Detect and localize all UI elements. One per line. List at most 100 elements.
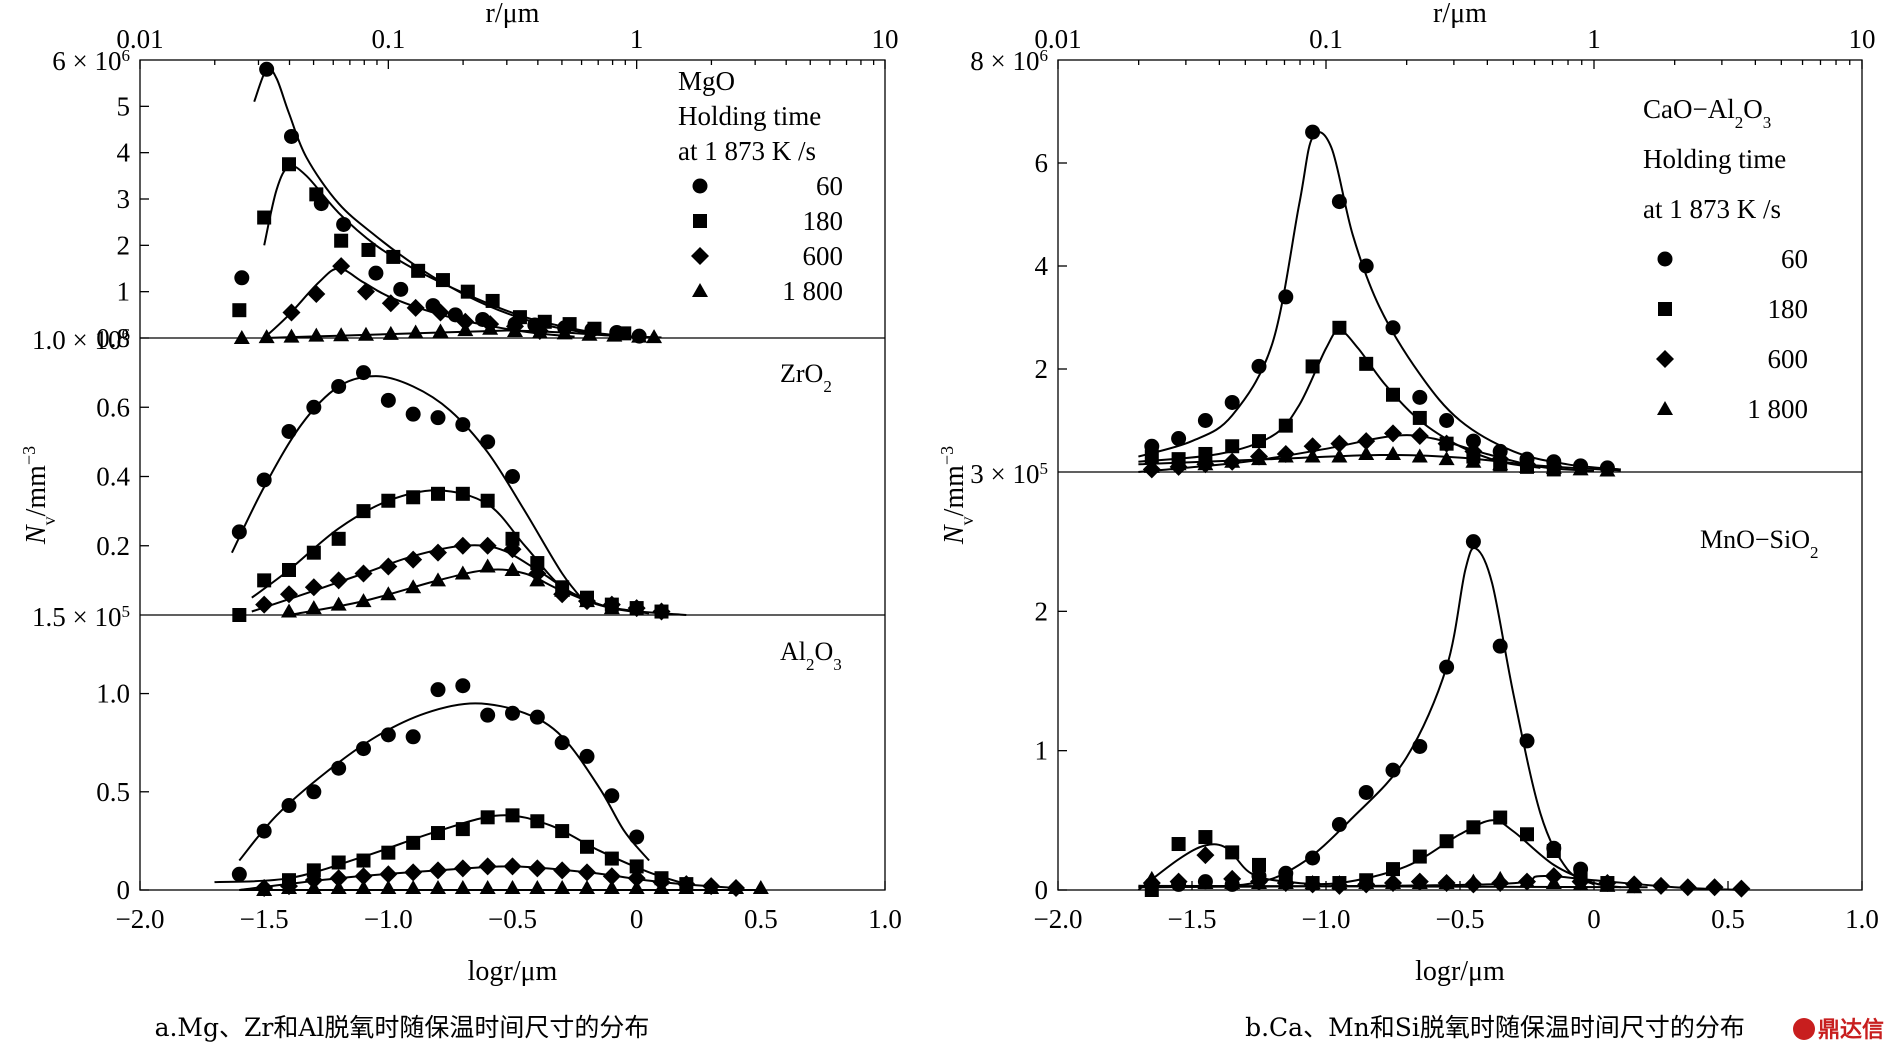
x-tick-label: −1.0 (364, 904, 413, 934)
data-point-circle (1358, 258, 1374, 274)
data-point-square (480, 493, 495, 508)
data-point-square (435, 273, 450, 288)
data-point-circle (259, 61, 275, 77)
data-point-diamond (280, 585, 298, 604)
data-point-triangle (1331, 875, 1348, 890)
data-point-triangle (1304, 875, 1321, 890)
legend-marker-diamond (1656, 350, 1674, 368)
data-point-triangle (1251, 451, 1267, 466)
data-point-diamond (1196, 846, 1215, 865)
x-tick-label: −1.5 (1168, 904, 1217, 934)
data-point-diamond (329, 869, 348, 888)
y-tick-label: 0 (117, 875, 131, 905)
data-point-square (1386, 862, 1400, 877)
data-point-square (480, 810, 495, 825)
data-point-triangle (554, 582, 571, 597)
data-point-diamond (1357, 432, 1376, 451)
data-point-square (1198, 830, 1213, 845)
x-top-axis-title-part: r (1433, 0, 1443, 29)
legend-label: 60 (1781, 244, 1808, 274)
x-axis-title-part: /μm (1460, 956, 1505, 987)
data-point-triangle (405, 880, 422, 895)
data-point-square (1412, 849, 1427, 864)
x-tick-label: 1.0 (868, 904, 902, 934)
y-tick-label: 2 (117, 230, 131, 260)
series-circle (231, 678, 650, 882)
data-point-circle (1439, 659, 1455, 675)
y-axis-title-part: −3 (19, 446, 39, 465)
series-square (232, 157, 637, 341)
y-baseline-label: 3 × 105 (970, 459, 1048, 490)
y-tick-label: 2 (1035, 354, 1049, 384)
data-point-circle (368, 265, 384, 281)
data-point-diamond (1330, 434, 1349, 453)
panel-label: MnO−SiO2 (1700, 525, 1819, 562)
data-point-diamond (379, 557, 398, 576)
data-point-triangle (1438, 875, 1455, 890)
y-tick-label: 0.5 (96, 777, 130, 807)
data-point-square (562, 317, 577, 332)
y-axis-title: Nv/mm−3 (937, 446, 977, 545)
data-point-diamond (1678, 878, 1697, 897)
data-point-triangle (1197, 875, 1214, 890)
data-point-square (505, 531, 520, 546)
data-point-triangle (1519, 458, 1535, 473)
y-tick-label: 0 (1035, 875, 1049, 905)
data-point-triangle (1197, 456, 1214, 471)
data-point-triangle (1492, 456, 1509, 471)
data-point-square (530, 556, 545, 571)
data-point-diamond (578, 863, 596, 882)
data-point-square (455, 486, 470, 501)
panel-label-part: MnO−SiO (1700, 525, 1810, 554)
data-point-triangle (1411, 875, 1428, 890)
data-point-triangle (556, 325, 573, 340)
data-point-square (1278, 418, 1293, 433)
x-top-tick-label: 0.1 (371, 24, 405, 54)
x-tick-label: −2.0 (1034, 904, 1083, 934)
data-point-diamond (406, 298, 425, 317)
chart-a: −2.0 −1.5 −1.0 −0.5 0 0.5 1.00.01 0.1 1 10logr/μm… (19, 0, 902, 987)
x-top-axis-title-part: r (486, 0, 496, 29)
data-point-triangle (603, 600, 620, 615)
data-point-triangle (258, 329, 275, 344)
data-point-triangle (305, 880, 322, 895)
x-tick-label: −1.0 (1302, 904, 1351, 934)
legend-marker-triangle (692, 283, 708, 297)
data-point-circle (1412, 389, 1428, 405)
watermark-icon (1793, 1018, 1815, 1040)
series-circle (231, 365, 588, 606)
data-point-triangle (579, 880, 595, 895)
x-top-tick-label: 10 (1849, 24, 1876, 54)
data-point-diamond (456, 312, 475, 331)
data-point-circle (1412, 738, 1428, 754)
data-point-triangle (1438, 451, 1455, 466)
data-point-square (1171, 837, 1186, 852)
data-point-triangle (430, 572, 446, 587)
series-triangle (233, 320, 663, 344)
data-point-square (1359, 356, 1374, 371)
y-tick-label: 0.2 (96, 531, 130, 561)
data-point-circle (1305, 850, 1321, 866)
data-point-triangle (357, 326, 374, 341)
x-tick-label: −0.5 (488, 904, 537, 934)
panel-ZrO: 0.2 0.4 0.6 0.8 1.5 × 105 ZrO2 (32, 323, 885, 632)
data-point-diamond (356, 282, 375, 301)
data-point-square (361, 242, 376, 257)
panel-label-part: 2 (1735, 113, 1744, 132)
data-point-triangle (678, 880, 695, 895)
data-point-triangle (1277, 875, 1294, 890)
data-point-square (257, 210, 272, 225)
y-axis-title: Nv/mm−3 (19, 446, 59, 545)
legend-marker-square (1658, 302, 1672, 316)
data-point-square (1198, 446, 1213, 461)
data-point-circle (1197, 413, 1213, 428)
data-point-circle (256, 472, 272, 488)
data-point-circle (1439, 413, 1455, 428)
data-point-triangle (1465, 453, 1482, 468)
data-point-square (1144, 449, 1159, 464)
x-top-tick-label: 0.01 (116, 24, 163, 54)
data-point-circle (231, 866, 247, 882)
data-point-triangle (233, 330, 250, 344)
y-tick-label: 1.0 (96, 679, 130, 709)
